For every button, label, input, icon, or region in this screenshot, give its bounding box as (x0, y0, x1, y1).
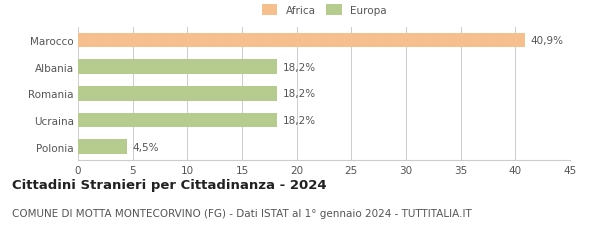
Bar (78, 33, 525, 48)
Text: 18,2%: 18,2% (283, 89, 316, 99)
Legend: Africa, Europa: Africa, Europa (262, 5, 386, 16)
Text: 18,2%: 18,2% (283, 62, 316, 72)
Bar (78, 60, 277, 75)
Text: 18,2%: 18,2% (283, 115, 316, 125)
Bar (78, 140, 127, 154)
Bar (78, 87, 277, 101)
Text: Cittadini Stranieri per Cittadinanza - 2024: Cittadini Stranieri per Cittadinanza - 2… (12, 179, 326, 192)
Bar (78, 113, 277, 128)
Text: 4,5%: 4,5% (133, 142, 159, 152)
Text: 40,9%: 40,9% (530, 36, 563, 46)
Text: COMUNE DI MOTTA MONTECORVINO (FG) - Dati ISTAT al 1° gennaio 2024 - TUTTITALIA.I: COMUNE DI MOTTA MONTECORVINO (FG) - Dati… (12, 208, 472, 218)
